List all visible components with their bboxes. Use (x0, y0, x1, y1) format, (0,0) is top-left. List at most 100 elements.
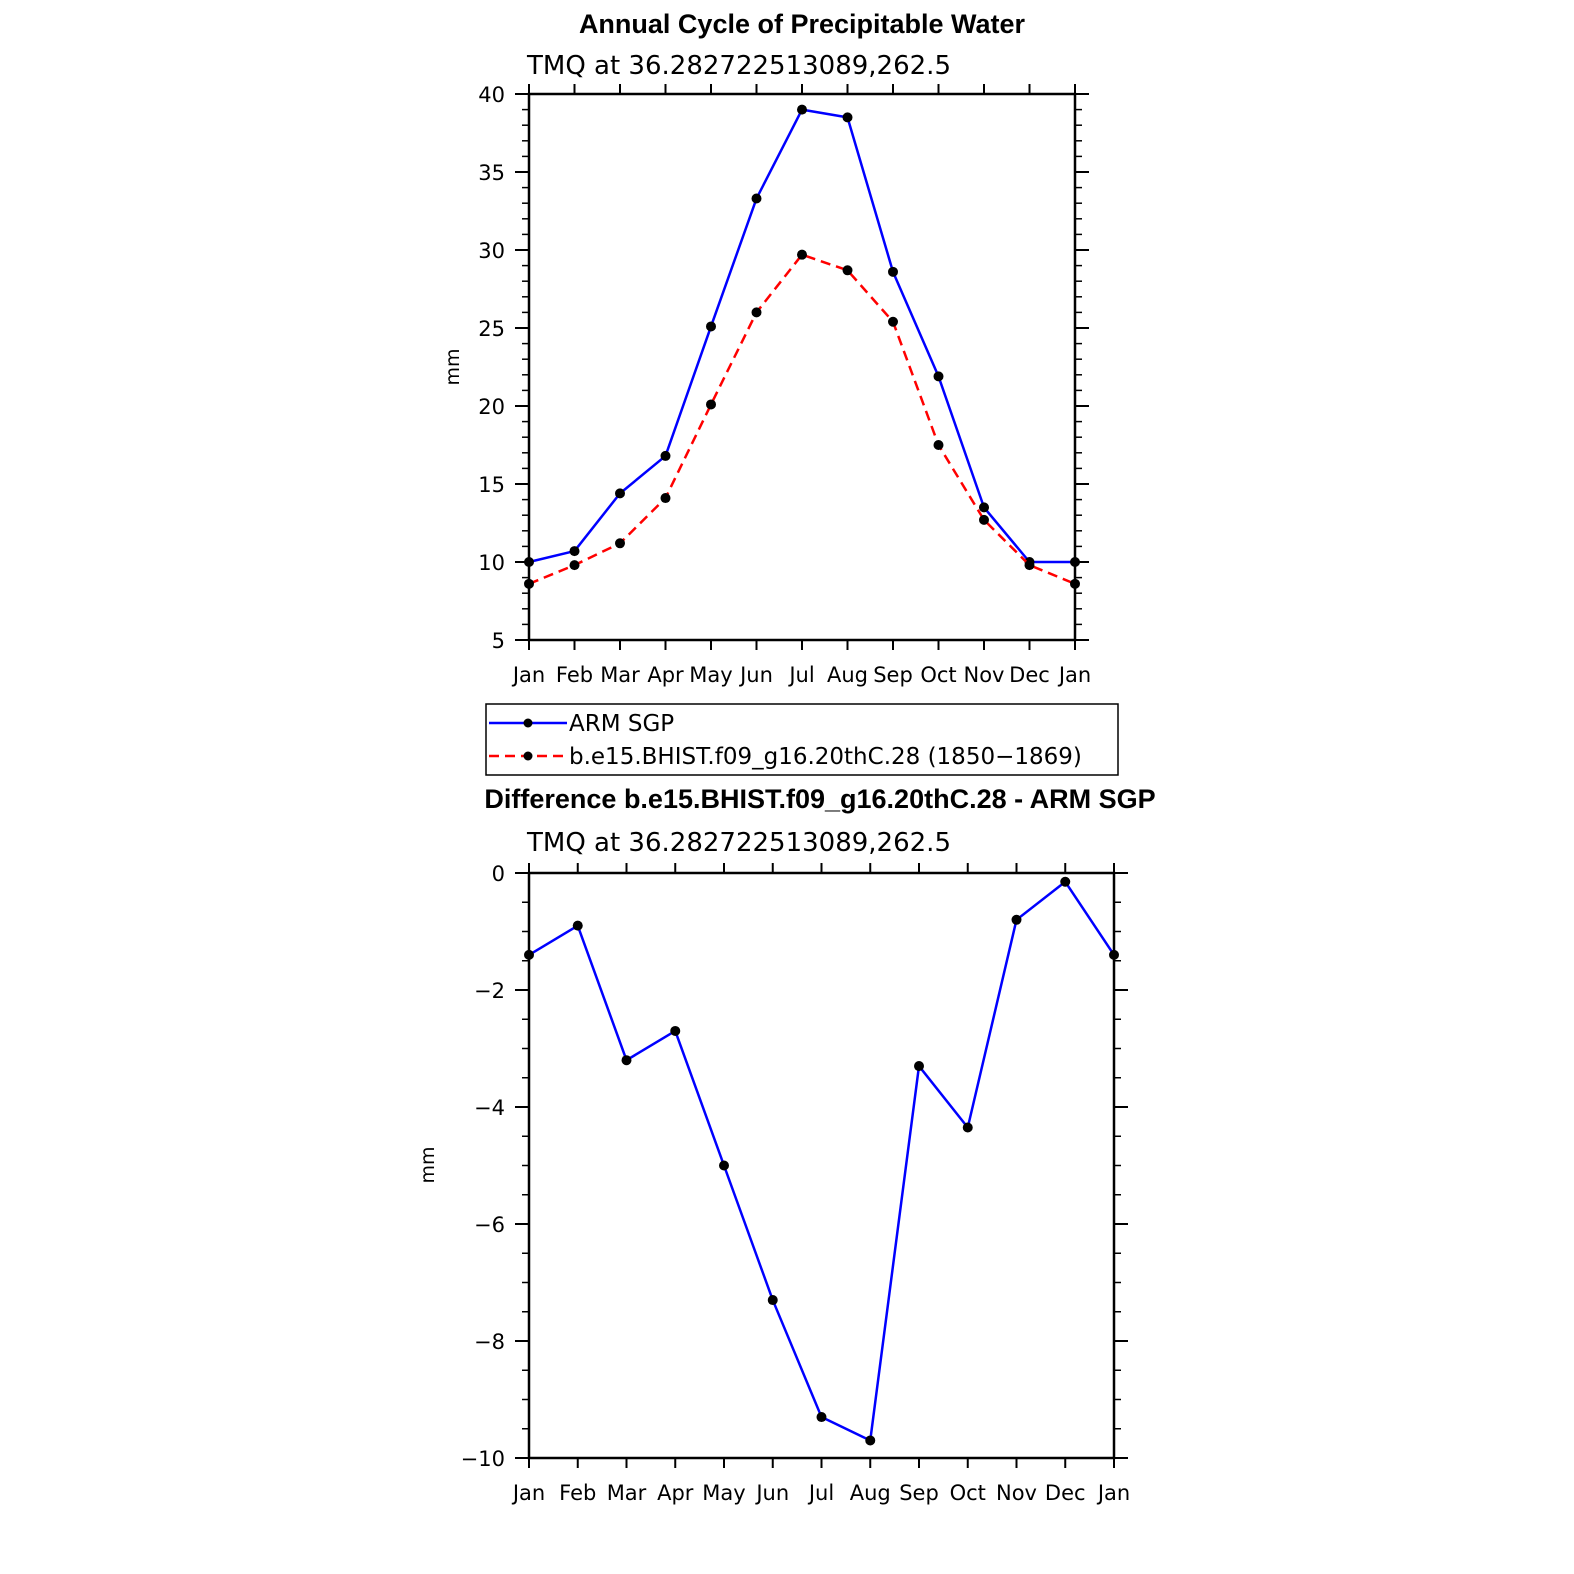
data-point (888, 266, 898, 277)
chart-subtitle: TMQ at 36.282722513089,262.5 (526, 51, 951, 81)
legend-box (485, 703, 1119, 776)
y-tick-label: 20 (478, 395, 505, 419)
data-point (962, 1122, 973, 1133)
chart-title: Annual Cycle of Precipitable Water (579, 9, 1026, 39)
data-point (660, 493, 671, 504)
data-point (572, 920, 583, 931)
x-tick-label: Apr (657, 1481, 694, 1505)
axis-ticks: Jan Feb Mar Apr May Jun Jul Aug Sep Oct Nov Dec Jan−… (461, 862, 1131, 1505)
data-point (751, 193, 762, 204)
data-point (933, 371, 944, 382)
y-tick-label: 0 (492, 862, 505, 886)
x-tick-label: Apr (647, 663, 684, 687)
data-point (615, 488, 625, 499)
x-tick-label: Aug (827, 663, 868, 687)
data-point (524, 557, 534, 567)
y-tick-label: 15 (478, 473, 505, 497)
x-tick-label: Feb (556, 663, 593, 687)
data-point (1109, 949, 1119, 960)
series-line-0 (528, 108, 1075, 564)
plot-frame (527, 92, 1077, 642)
data-point (751, 307, 762, 318)
data-point (933, 440, 944, 450)
data-point (670, 1025, 681, 1036)
data-point (1024, 560, 1035, 571)
plot-border (527, 871, 1116, 1460)
x-tick-label: Jan (1057, 663, 1091, 687)
y-tick-label: −2 (474, 979, 505, 1003)
y-tick-label: 30 (478, 239, 505, 263)
y-tick-label: −8 (474, 1330, 505, 1354)
series-line-0 (528, 880, 1116, 1442)
data-point (816, 1412, 827, 1423)
y-tick-label: 10 (478, 551, 505, 575)
x-tick-label: Jun (754, 1481, 789, 1505)
x-tick-label: May (689, 663, 732, 687)
data-point (888, 316, 898, 327)
x-tick-label: Jan (511, 1481, 545, 1505)
x-tick-label: Sep (899, 1481, 939, 1505)
legend-label-arm-sgp: ARM SGP (569, 711, 674, 737)
y-axis-label: mm (442, 348, 464, 385)
y-tick-label: 5 (492, 629, 505, 653)
data-point (842, 112, 853, 123)
data-point (1060, 876, 1071, 887)
legend-marker-model (523, 751, 533, 761)
series-line-1 (528, 253, 1076, 585)
x-tick-label: Jul (787, 663, 814, 687)
series-group (524, 876, 1119, 1446)
x-tick-label: Oct (950, 1481, 986, 1505)
x-tick-label: May (702, 1481, 745, 1505)
x-tick-label: Jun (738, 663, 773, 687)
y-tick-label: −4 (474, 1096, 505, 1120)
legend-label-model: b.e15.BHIST.f09_g16.20thC.28 (1850−1869) (569, 744, 1082, 770)
x-tick-label: Sep (873, 663, 913, 687)
data-point (524, 949, 534, 960)
data-point (569, 560, 580, 571)
y-tick-label: 25 (478, 317, 505, 341)
data-point (1070, 557, 1080, 567)
x-tick-label: Nov (996, 1481, 1037, 1505)
data-point (842, 265, 853, 276)
data-point (615, 538, 625, 549)
annual-cycle-chart: Annual Cycle of Precipitable Water TMQ a… (442, 9, 1091, 687)
data-point (569, 546, 580, 557)
x-tick-label: Jan (1096, 1481, 1130, 1505)
x-tick-label: Feb (559, 1481, 596, 1505)
chart-title: Difference b.e15.BHIST.f09_g16.20thC.28 … (484, 784, 1155, 814)
data-point (621, 1055, 632, 1066)
x-tick-label: Dec (1009, 663, 1050, 687)
data-point (719, 1160, 729, 1171)
data-point (1011, 914, 1022, 925)
data-point (865, 1435, 876, 1446)
data-point (914, 1061, 924, 1072)
data-point (706, 399, 716, 410)
legend-marker-arm-sgp (523, 718, 533, 728)
y-tick-label: −10 (461, 1447, 505, 1471)
y-tick-label: 35 (478, 161, 505, 185)
x-tick-label: Dec (1045, 1481, 1086, 1505)
x-tick-label: Mar (600, 663, 640, 687)
data-point (979, 502, 989, 513)
data-point (660, 450, 671, 461)
data-point (706, 321, 716, 332)
x-tick-label: Aug (850, 1481, 891, 1505)
x-tick-label: Jul (807, 1481, 834, 1505)
series-group (524, 104, 1080, 589)
y-tick-label: −6 (474, 1213, 505, 1237)
plot-frame (527, 871, 1116, 1460)
axis-ticks: Jan Feb Mar Apr May Jun Jul Aug Sep Oct Nov Dec Jan5… (478, 83, 1091, 687)
y-axis-label: mm (417, 1146, 439, 1183)
x-tick-label: Jan (511, 663, 545, 687)
legend: ARM SGP b.e15.BHIST.f09_g16.20thC.28 (18… (485, 703, 1119, 776)
chart-subtitle: TMQ at 36.282722513089,262.5 (526, 828, 951, 858)
difference-chart: Difference b.e15.BHIST.f09_g16.20thC.28 … (417, 784, 1156, 1505)
y-tick-label: 40 (478, 83, 505, 107)
x-tick-label: Oct (920, 663, 956, 687)
data-point (797, 249, 807, 260)
data-point (767, 1295, 778, 1306)
data-point (524, 578, 534, 589)
data-point (979, 514, 989, 525)
x-tick-label: Mar (607, 1481, 647, 1505)
